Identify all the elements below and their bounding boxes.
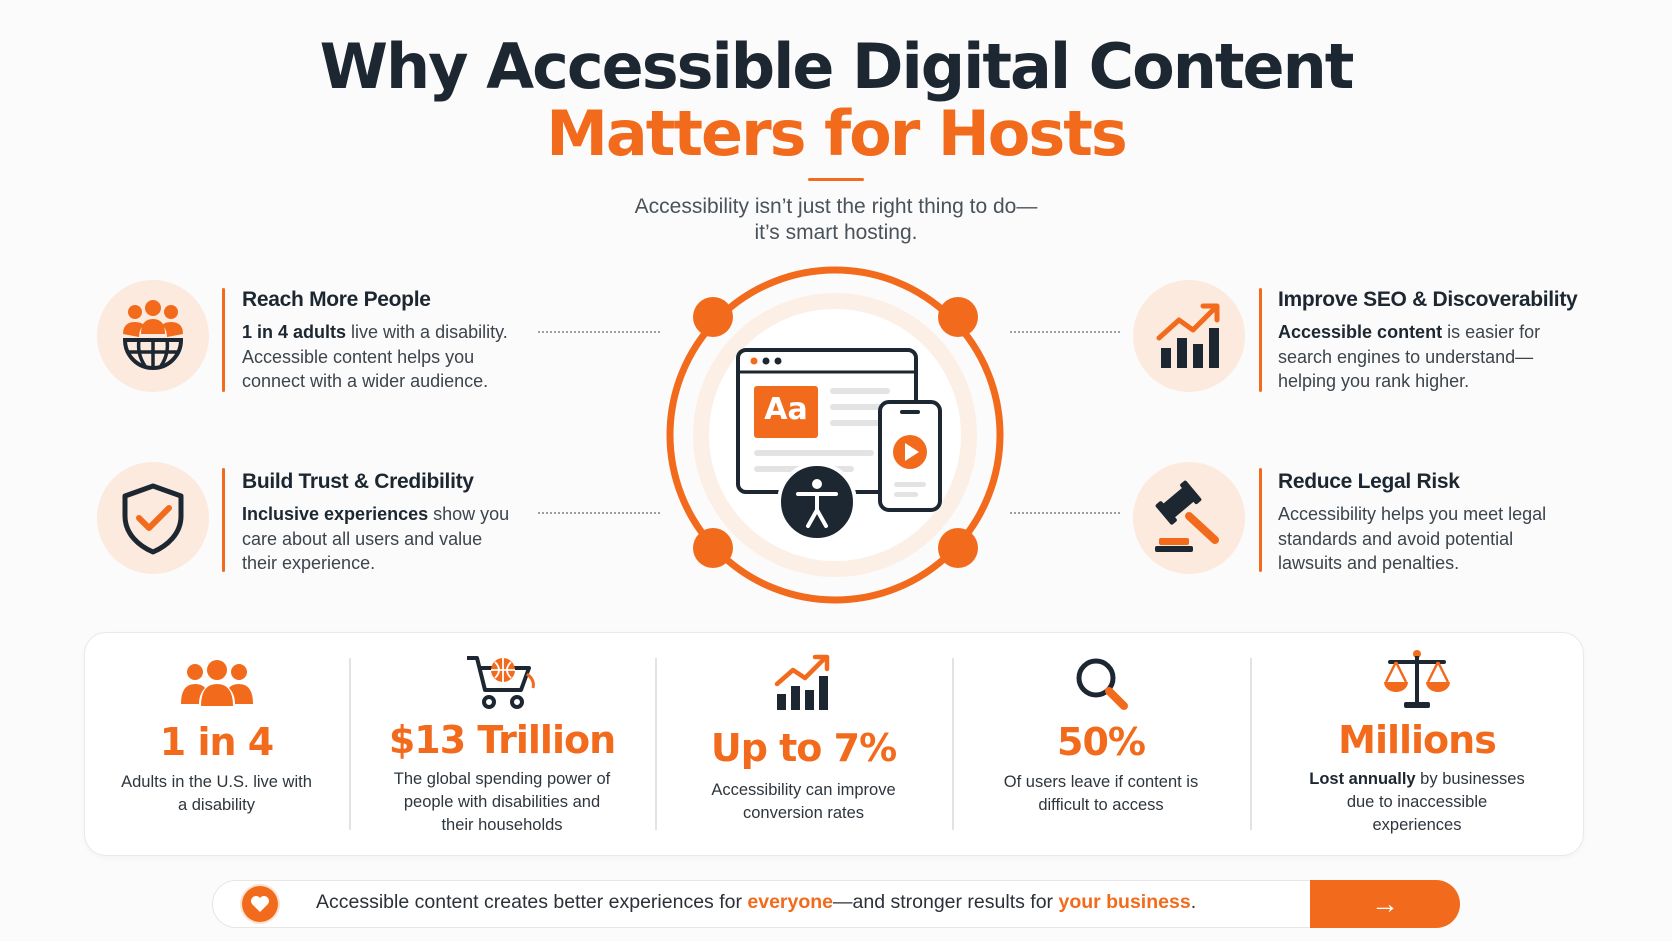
ring-node: [938, 297, 978, 337]
font-sample-text: Aa: [764, 392, 808, 427]
stat-desc-line: Accessibility can improve: [711, 781, 896, 799]
banner-highlight: your business: [1058, 891, 1191, 913]
phone-play-icon: [878, 400, 942, 512]
dotted-connector: [538, 331, 660, 333]
ring-node: [693, 297, 733, 337]
benefit-text-line: live with a disability.: [346, 322, 508, 342]
benefit-text-bold: 1 in 4 adults: [242, 322, 347, 342]
gavel-icon: [1133, 462, 1245, 574]
cta-banner: [212, 880, 1460, 928]
arrow-right-icon: →: [1371, 888, 1399, 919]
stat-description: Of users leave if content is difficult t…: [952, 771, 1250, 817]
benefit-accent-bar: [222, 288, 225, 392]
stat-desc-line: Adults in the U.S. live with: [121, 773, 312, 791]
people-globe-icon: [97, 280, 209, 392]
accessibility-person-icon: [777, 462, 857, 542]
benefit-text-line: show you: [428, 504, 510, 524]
benefit-title-reach: Reach More People: [242, 288, 431, 311]
benefit-accent-bar: [1259, 468, 1262, 572]
banner-text-part: .: [1190, 891, 1197, 913]
stat-desc-line: difficult to access: [1038, 796, 1164, 814]
benefit-text-reach: 1 in 4 adults live with a disability. Ac…: [242, 320, 508, 394]
shield-check-icon: [97, 462, 209, 574]
scales-icon: [1250, 648, 1584, 710]
subtitle-line-1: Accessibility isn’t just the right thing…: [634, 195, 1038, 218]
dotted-connector: [538, 512, 660, 514]
growth-chart-icon: [1133, 280, 1245, 392]
stat-description: Lost annually by businesses due to inacc…: [1250, 768, 1584, 837]
benefit-text-line: care about all users and value: [242, 528, 483, 549]
banner-highlight: everyone: [747, 891, 834, 913]
cart-globe-icon: [349, 652, 655, 710]
banner-text: Accessible content creates better experi…: [316, 891, 1196, 914]
benefit-text-line: standards and avoid potential: [1278, 528, 1514, 549]
stat-desc-bold: Lost annually: [1309, 770, 1416, 788]
stat-desc-line: their households: [441, 816, 563, 834]
stat-divider: [655, 658, 657, 830]
browser-window-icon: [736, 348, 918, 494]
benefit-text-line: Accessible content helps you: [242, 346, 475, 367]
benefit-text-line: connect with a wider audience.: [242, 371, 489, 391]
benefit-title-seo: Improve SEO & Discoverability: [1278, 288, 1578, 311]
banner-text-part: —and stronger results for: [833, 891, 1059, 913]
subtitle: Accessibility isn’t just the right thing…: [0, 194, 1672, 246]
stat-value: Up to 7%: [710, 726, 897, 770]
benefit-text-legal: Accessibility helps you meet legal stand…: [1278, 502, 1546, 576]
arrow-right-button[interactable]: →: [1310, 880, 1460, 928]
benefit-text-line: their experience.: [242, 553, 376, 573]
stat-value: 50%: [1057, 720, 1146, 764]
dotted-connector: [1010, 512, 1120, 514]
ring-node: [693, 528, 733, 568]
benefit-text-line: Accessibility helps you meet legal: [1278, 504, 1547, 524]
benefit-text-bold: Inclusive experiences: [242, 504, 429, 524]
stat-desc-line: a disability: [177, 796, 256, 814]
dotted-connector: [1010, 331, 1120, 333]
benefit-accent-bar: [1259, 288, 1262, 392]
benefit-text-bold: Accessible content: [1278, 322, 1443, 342]
stat-description: Accessibility can improve conversion rat…: [655, 779, 952, 825]
title-line-1: Why Accessible Digital Content: [319, 30, 1355, 103]
stat-desc-line: people with disabilities and: [403, 793, 601, 811]
magnifier-icon: [952, 654, 1250, 712]
title-line-2: Matters for Hosts: [546, 97, 1128, 170]
center-illustration: [666, 266, 1004, 604]
benefit-text-line: helping you rank higher.: [1278, 371, 1470, 391]
stat-divider: [1250, 658, 1252, 830]
stat-description: Adults in the U.S. live with a disabilit…: [84, 771, 349, 817]
benefit-text-line: lawsuits and penalties.: [1278, 553, 1460, 573]
title-underline: [808, 178, 864, 181]
benefit-accent-bar: [222, 468, 225, 572]
stat-desc-line: Of users leave if content is: [1003, 773, 1199, 791]
stat-desc-line: The global spending power of: [393, 770, 611, 788]
stat-desc-line: experiences: [1372, 816, 1462, 834]
outer-ring: [666, 266, 1004, 604]
stat-value: 1 in 4: [159, 720, 274, 764]
stat-value: Millions: [1338, 718, 1497, 762]
stat-value: $13 Trillion: [388, 718, 616, 762]
stat-description: The global spending power of people with…: [349, 768, 655, 837]
stat-divider: [952, 658, 954, 830]
stat-desc-line: due to inaccessible: [1346, 793, 1488, 811]
stats-card: [84, 632, 1584, 856]
benefit-title-legal: Reduce Legal Risk: [1278, 470, 1460, 493]
growth-chart-icon: [655, 652, 952, 712]
benefit-text-trust: Inclusive experiences show you care abou…: [242, 502, 509, 576]
people-icon: [84, 660, 349, 708]
subtitle-line-2: it’s smart hosting.: [754, 221, 918, 244]
stat-desc-line: conversion rates: [742, 804, 865, 822]
banner-text-part: Accessible content creates better experi…: [316, 891, 748, 913]
benefit-text-line: search engines to understand—: [1278, 346, 1534, 367]
ring-node: [938, 528, 978, 568]
stat-desc-line: by businesses: [1415, 770, 1525, 788]
benefit-text-seo: Accessible content is easier for search …: [1278, 320, 1540, 394]
heart-icon: [240, 884, 280, 924]
benefit-text-line: is easier for: [1442, 322, 1541, 342]
stat-divider: [349, 658, 351, 830]
benefit-title-trust: Build Trust & Credibility: [242, 470, 474, 493]
